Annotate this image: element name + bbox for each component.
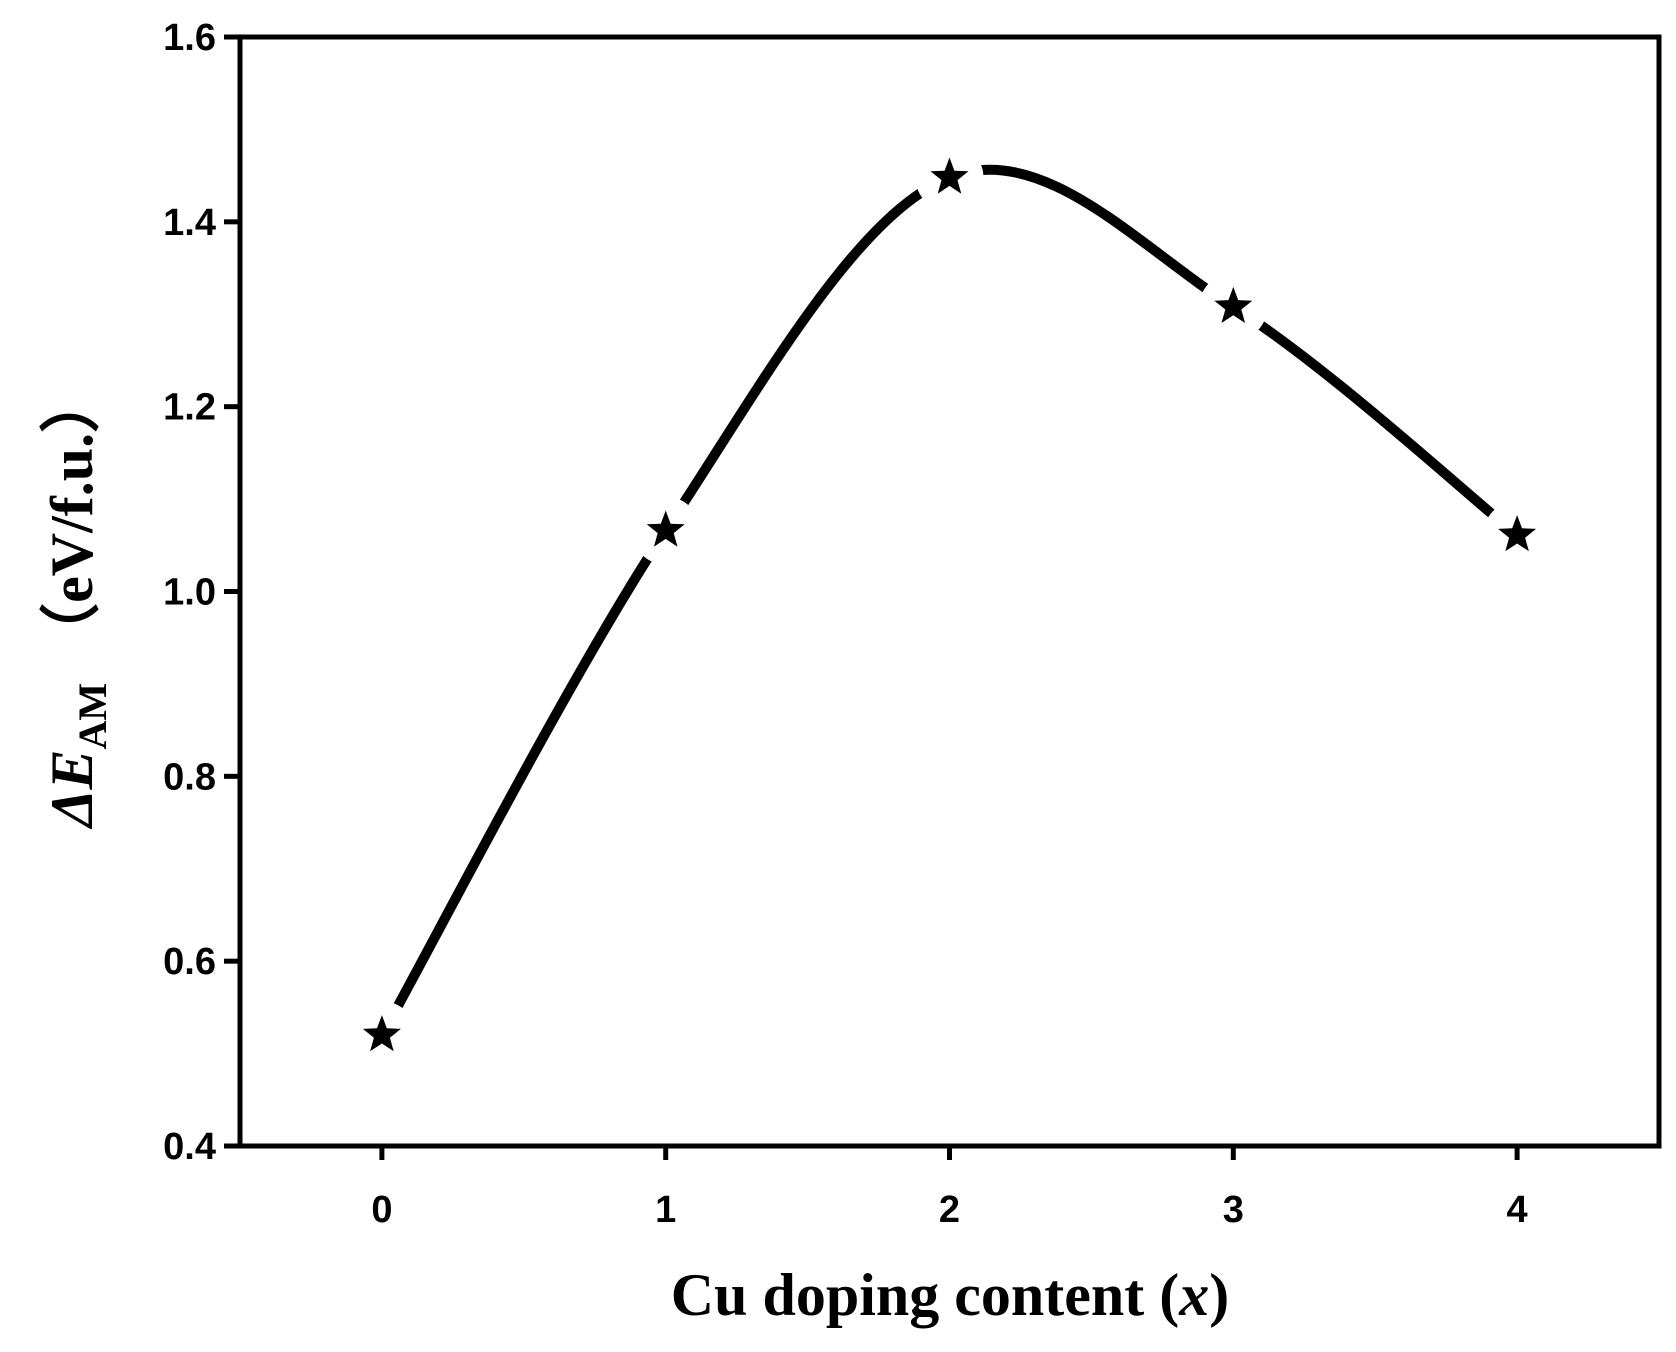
y-tick-label: 0.8 xyxy=(163,756,216,798)
star-marker xyxy=(930,157,969,194)
x-tick-label: 0 xyxy=(371,1189,392,1231)
y-tick-label: 0.4 xyxy=(163,1126,216,1168)
x-label-text: Cu doping content ( xyxy=(671,1262,1179,1328)
y-tick-label: 1.2 xyxy=(163,387,216,429)
y-tick-label: 1.0 xyxy=(163,572,216,614)
x-label-italic: x xyxy=(1178,1262,1209,1328)
star-marker xyxy=(1214,286,1253,323)
y-label-unit: （eV/f.u.） xyxy=(38,373,105,663)
y-tick-label: 1.6 xyxy=(163,17,216,59)
x-tick-label: 1 xyxy=(655,1189,676,1231)
y-label-subscript: AM xyxy=(70,683,115,750)
y-tick-label: 1.4 xyxy=(163,202,216,244)
star-marker xyxy=(1498,515,1537,552)
y-tick-label: 0.6 xyxy=(163,941,216,983)
x-label-close: ) xyxy=(1209,1262,1229,1328)
star-marker xyxy=(362,1015,401,1052)
x-tick-label: 2 xyxy=(939,1189,960,1231)
curve xyxy=(376,164,1523,1041)
x-axis-label: Cu doping content (x) xyxy=(671,1262,1229,1328)
x-tick-label: 3 xyxy=(1223,1189,1244,1231)
y-label-symbol: ΔE xyxy=(39,749,105,829)
star-marker xyxy=(646,510,685,547)
y-axis-label: ΔEAM （eV/f.u.） xyxy=(38,373,115,829)
x-tick-label: 4 xyxy=(1507,1189,1528,1231)
